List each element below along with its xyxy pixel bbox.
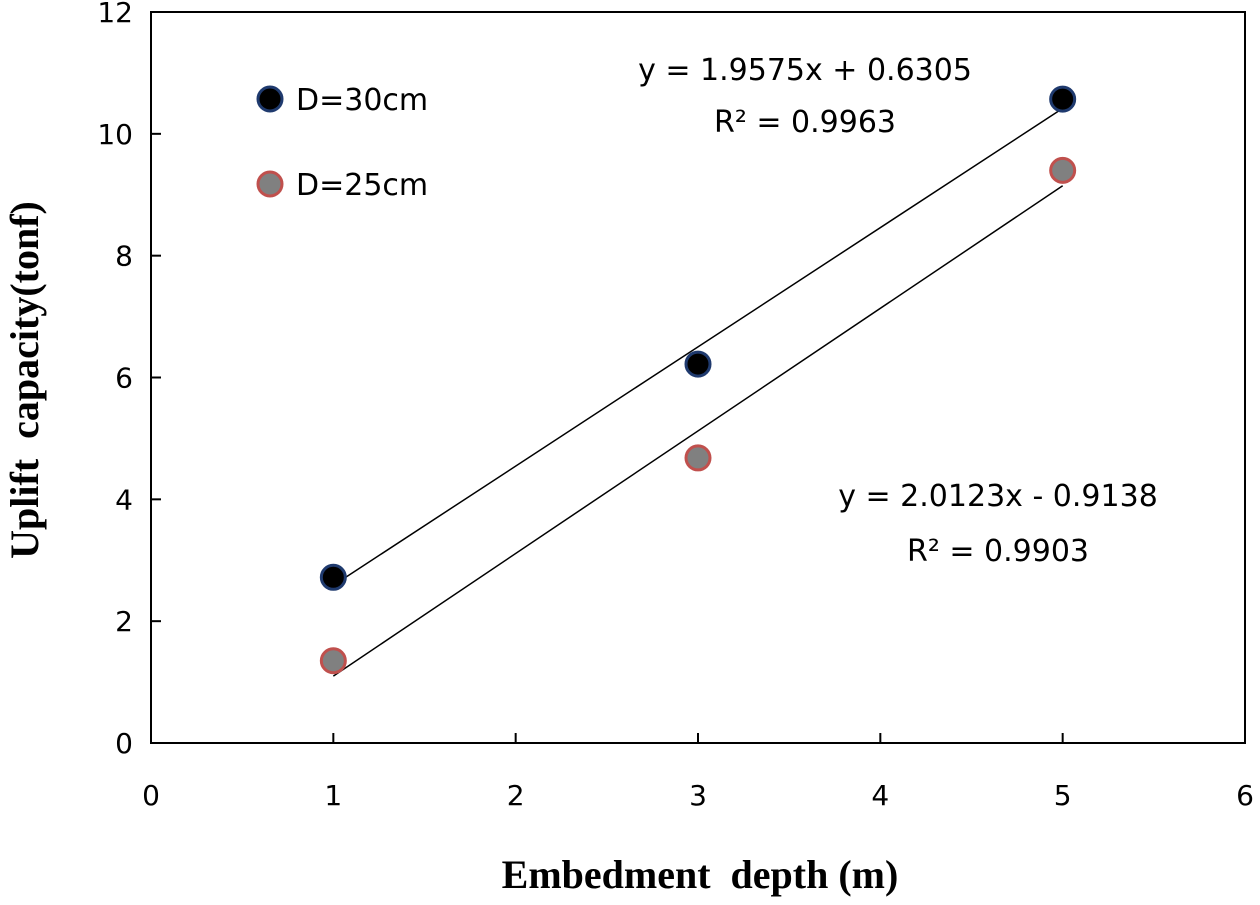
equation-d25: y = 2.0123x - 0.9138 xyxy=(838,479,1158,514)
data-point-series-0 xyxy=(684,350,712,378)
trendline-series-0 xyxy=(332,107,1064,586)
data-point-series-0 xyxy=(319,563,347,591)
x-tick-label: 2 xyxy=(507,779,525,812)
data-points xyxy=(319,85,1077,675)
x-axis-ticks: 0 1 2 3 4 5 6 xyxy=(142,733,1254,812)
r-squared-d30: R² = 0.9963 xyxy=(714,105,896,140)
data-point-series-1 xyxy=(319,647,347,675)
legend-marker-d30 xyxy=(256,85,284,113)
x-tick-label: 1 xyxy=(324,779,342,812)
y-tick-label: 2 xyxy=(115,605,133,638)
data-point-series-1 xyxy=(684,444,712,472)
data-point-series-1 xyxy=(1049,156,1077,184)
x-tick-label: 4 xyxy=(871,779,889,812)
legend-label-d30: D=30cm xyxy=(296,83,428,118)
y-axis-ticks: 0 2 4 6 8 10 12 xyxy=(97,0,161,760)
y-axis-title: Uplift capacity(tonf) xyxy=(2,201,47,559)
equation-d30: y = 1.9575x + 0.6305 xyxy=(638,53,972,88)
x-axis-title: Embedment depth (m) xyxy=(502,852,899,897)
y-tick-label: 4 xyxy=(115,483,133,516)
legend-marker-d25 xyxy=(256,170,284,198)
x-tick-label: 3 xyxy=(689,779,707,812)
legend-label-d25: D=25cm xyxy=(296,168,428,203)
y-tick-label: 10 xyxy=(97,118,133,151)
r-squared-d25: R² = 0.9903 xyxy=(907,534,1089,569)
data-point-series-0 xyxy=(1049,85,1077,113)
y-tick-label: 0 xyxy=(115,727,133,760)
regression-annotations: y = 1.9575x + 0.6305 R² = 0.9963 y = 2.0… xyxy=(638,53,1158,569)
legend: D=30cm D=25cm xyxy=(256,83,428,203)
x-tick-label: 5 xyxy=(1054,779,1072,812)
trendline-series-1 xyxy=(332,185,1064,677)
x-tick-label: 6 xyxy=(1236,779,1254,812)
y-tick-label: 6 xyxy=(115,362,133,395)
y-tick-label: 8 xyxy=(115,240,133,273)
trendlines xyxy=(332,107,1064,677)
y-tick-label: 12 xyxy=(97,0,133,29)
x-tick-label: 0 xyxy=(142,779,160,812)
